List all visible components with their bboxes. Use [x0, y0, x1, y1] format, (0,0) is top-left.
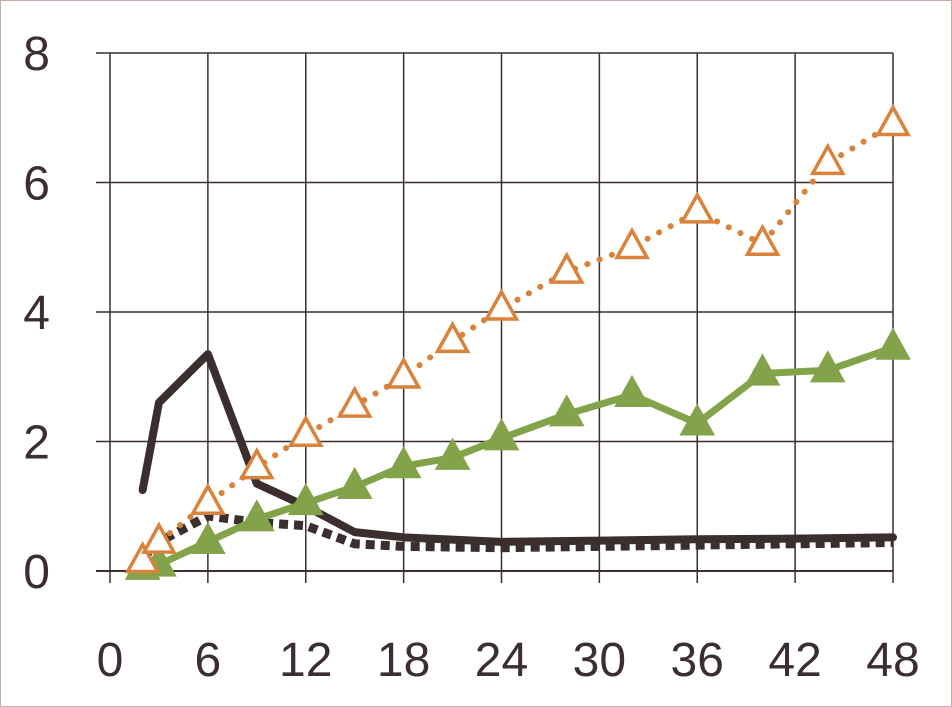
- data-point-green: [744, 353, 781, 386]
- data-point-orange: [809, 142, 846, 176]
- y-tick-label: 8: [23, 28, 50, 81]
- data-point-orange: [124, 540, 161, 574]
- data-point-orange: [336, 385, 373, 418]
- x-tick-label: 24: [475, 634, 528, 687]
- x-tick-label: 12: [279, 634, 332, 687]
- data-point-green: [385, 446, 422, 479]
- data-point-orange: [140, 521, 177, 554]
- x-tick-label: 48: [866, 634, 919, 687]
- data-point-green: [679, 403, 716, 436]
- data-point-orange: [385, 356, 422, 389]
- data-point-orange: [614, 226, 650, 260]
- series-solid-dark: [138, 350, 897, 546]
- data-point-orange: [483, 288, 520, 321]
- x-tick-label: 36: [671, 634, 724, 687]
- series-line-1: [139, 511, 894, 562]
- y-tick-label: 0: [23, 546, 50, 599]
- data-point-green: [483, 418, 520, 451]
- data-point-green: [809, 350, 846, 383]
- data-point-orange: [679, 191, 716, 224]
- data-point-green: [190, 521, 226, 554]
- data-point-orange: [189, 482, 226, 516]
- data-point-green: [287, 483, 324, 516]
- data-point-orange: [744, 223, 781, 257]
- data-point-orange: [287, 414, 324, 448]
- x-tick-labels: 0 6 12 18 24 30 36 42 48: [97, 634, 920, 687]
- series-dotted-orange-open-triangles: [124, 103, 911, 574]
- series-line-0: [138, 350, 897, 546]
- data-point-orange: [238, 447, 275, 480]
- x-tick-label: 18: [377, 634, 430, 687]
- series-dotted-dark: [139, 511, 894, 562]
- series-line-3: [139, 121, 896, 565]
- data-point-green: [434, 437, 471, 470]
- y-tick-labels: 0 2 4 6 8: [23, 28, 50, 599]
- data-point-green: [875, 327, 911, 360]
- data-point-green: [336, 466, 373, 499]
- y-tick-label: 2: [23, 417, 50, 470]
- data-point-orange: [875, 103, 911, 137]
- x-tick-label: 0: [97, 634, 124, 687]
- x-tick-label: 30: [573, 634, 626, 687]
- data-point-green: [548, 394, 585, 427]
- series-layer: [124, 103, 911, 580]
- y-tick-label: 4: [23, 287, 50, 340]
- data-point-orange: [548, 251, 585, 284]
- data-point-green: [614, 374, 650, 408]
- x-tick-label: 6: [195, 634, 222, 687]
- data-point-orange: [434, 320, 471, 354]
- y-tick-label: 6: [23, 158, 50, 211]
- data-point-green: [238, 499, 275, 532]
- x-tick-label: 42: [768, 634, 821, 687]
